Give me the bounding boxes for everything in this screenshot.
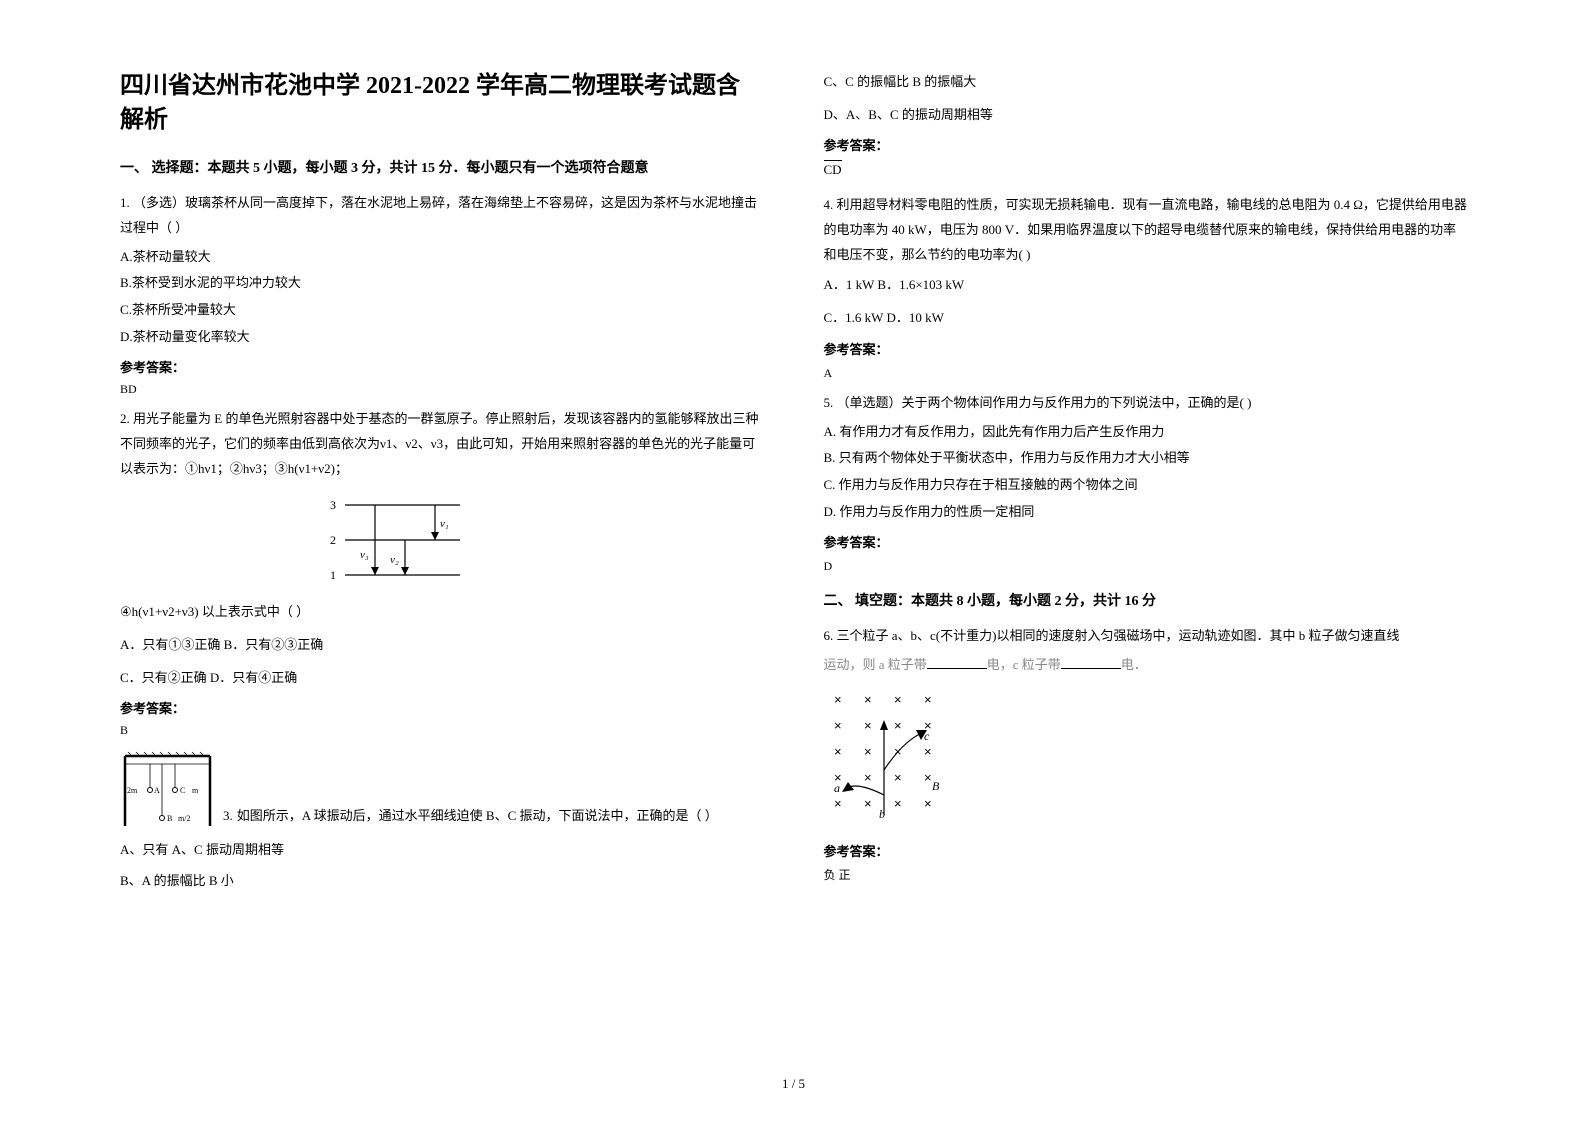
svg-text:×: × <box>894 692 902 707</box>
right-column: C、C 的振幅比 B 的振幅大 D、A、B、C 的振动周期相等 参考答案： CD… <box>824 70 1468 896</box>
q6-answer-label: 参考答案： <box>824 841 1468 860</box>
q2-option-cd: C．只有②正确 D．只有④正确 <box>120 666 764 691</box>
q6-t2-mid: 电，c 粒子带 <box>987 657 1061 672</box>
q4-option-ab: A．1 kW B．1.6×103 kW <box>824 273 1468 298</box>
q4-option-cd: C．1.6 kW D．10 kW <box>824 306 1468 331</box>
q5-answer-label: 参考答案： <box>824 532 1468 551</box>
q1-text: 1. （多选）玻璃茶杯从同一高度掉下，落在水泥地上易碎，落在海绵垫上不容易碎，这… <box>120 191 764 240</box>
level-1-label: 1 <box>330 568 336 582</box>
blank-1 <box>927 655 987 669</box>
c-particle-label: c <box>924 729 930 743</box>
section2-header: 二、 填空题：本题共 8 小题，每小题 2 分，共计 16 分 <box>824 590 1468 610</box>
level-2-label: 2 <box>330 533 336 547</box>
b-particle-label: b <box>879 807 885 820</box>
q5-text: 5. （单选题）关于两个物体间作用力与反作用力的下列说法中，正确的是( ) <box>824 391 1468 416</box>
question-1: 1. （多选）玻璃茶杯从同一高度掉下，落在水泥地上易碎，落在海绵垫上不容易碎，这… <box>120 191 764 397</box>
q2-answer: B <box>120 723 764 738</box>
mass-2m-label: 2m <box>127 786 138 795</box>
svg-text:×: × <box>864 692 872 707</box>
svg-text:×: × <box>894 718 902 733</box>
svg-text:×: × <box>834 692 842 707</box>
svg-text:×: × <box>924 692 932 707</box>
q1-answer: BD <box>120 382 764 397</box>
c-label: C <box>180 786 185 795</box>
svg-text:×: × <box>834 718 842 733</box>
q3-option-d: D、A、B、C 的振动周期相等 <box>824 103 1468 128</box>
q6-t2-suffix: 电． <box>1121 657 1147 672</box>
blank-2 <box>1061 655 1121 669</box>
svg-text:×: × <box>864 770 872 785</box>
q3-prefix: 3. <box>223 804 233 829</box>
nu1-label: ν₁ <box>440 518 449 530</box>
q5-option-a: A. 有作用力才有反作用力，因此先有作用力后产生反作用力 <box>824 420 1468 445</box>
svg-text:×: × <box>894 770 902 785</box>
mass-m-label: m <box>192 786 199 795</box>
svg-text:×: × <box>924 796 932 811</box>
svg-text:×: × <box>864 718 872 733</box>
left-column: 四川省达州市花池中学 2021-2022 学年高二物理联考试题含解析 一、 选择… <box>120 70 764 896</box>
q3-option-b: B、A 的振幅比 B 小 <box>120 869 764 894</box>
energy-level-diagram: 3 2 1 ν₁ ν₃ ν₂ <box>320 495 470 585</box>
svg-text:×: × <box>894 796 902 811</box>
section1-header: 一、 选择题：本题共 5 小题，每小题 3 分，共计 15 分．每小题只有一个选… <box>120 157 764 177</box>
q6-text2: 运动，则 a 粒子带 电，c 粒子带 电． <box>824 653 1468 678</box>
svg-text:×: × <box>864 744 872 759</box>
q1-option-b: B.茶杯受到水泥的平均冲力较大 <box>120 271 764 296</box>
question-2: 2. 用光子能量为 E 的单色光照射容器中处于基态的一群氢原子。停止照射后，发现… <box>120 407 764 738</box>
q1-answer-label: 参考答案： <box>120 357 764 376</box>
nu3-label: ν₃ <box>360 549 369 561</box>
q5-option-d: D. 作用力与反作用力的性质一定相同 <box>824 500 1468 525</box>
q6-answer: 负 正 <box>824 866 1468 883</box>
q3-option-c: C、C 的振幅比 B 的振幅大 <box>824 70 1468 95</box>
field-b-label: B <box>932 779 940 793</box>
svg-text:×: × <box>924 770 932 785</box>
q3-answer-label: 参考答案： <box>824 135 1468 154</box>
question-3: 2m A C m B m/2 3. 如图所示，A 球振动后，通过水平细线迫使 B… <box>120 748 764 893</box>
q4-text: 4. 利用超导材料零电阻的性质，可实现无损耗输电．现有一直流电路，输电线的总电阻… <box>824 193 1468 267</box>
svg-text:×: × <box>864 796 872 811</box>
q5-option-c: C. 作用力与反作用力只存在于相互接触的两个物体之间 <box>824 473 1468 498</box>
magnetic-field-diagram: ×××× ×××× ×××× ×××× ×××× a b c <box>824 690 964 820</box>
a-label: A <box>154 786 160 795</box>
q2-answer-label: 参考答案： <box>120 698 764 717</box>
svg-text:×: × <box>924 744 932 759</box>
q6-t2-prefix: 运动，则 a 粒子带 <box>824 657 927 672</box>
q3-text: 如图所示，A 球振动后，通过水平细线迫使 B、C 振动，下面说法中，正确的是（ … <box>237 804 764 829</box>
q5-answer: D <box>824 559 1468 574</box>
pendulum-diagram: 2m A C m B m/2 <box>120 748 215 828</box>
page-number: 1 / 5 <box>782 1076 805 1092</box>
a-particle-label: a <box>834 781 840 795</box>
level-3-label: 3 <box>330 498 336 512</box>
q4-answer: A <box>824 366 1468 381</box>
nu2-label: ν₂ <box>390 554 399 566</box>
q2-text: 2. 用光子能量为 E 的单色光照射容器中处于基态的一群氢原子。停止照射后，发现… <box>120 407 764 481</box>
svg-text:×: × <box>834 744 842 759</box>
q2-text2: ④h(ν1+ν2+ν3) 以上表示式中（ ） <box>120 600 764 625</box>
q1-option-a: A.茶杯动量较大 <box>120 245 764 270</box>
q4-answer-label: 参考答案： <box>824 339 1468 358</box>
question-5: 5. （单选题）关于两个物体间作用力与反作用力的下列说法中，正确的是( ) A.… <box>824 391 1468 574</box>
question-6: 6. 三个粒子 a、b、c(不计重力)以相同的速度射入匀强磁场中，运动轨迹如图．… <box>824 624 1468 882</box>
document-title: 四川省达州市花池中学 2021-2022 学年高二物理联考试题含解析 <box>120 70 764 137</box>
q1-option-d: D.茶杯动量变化率较大 <box>120 325 764 350</box>
svg-text:×: × <box>834 796 842 811</box>
q5-option-b: B. 只有两个物体处于平衡状态中，作用力与反作用力才大小相等 <box>824 446 1468 471</box>
b-label: B <box>167 814 172 823</box>
question-4: 4. 利用超导材料零电阻的性质，可实现无损耗输电．现有一直流电路，输电线的总电阻… <box>824 193 1468 380</box>
q6-text1: 6. 三个粒子 a、b、c(不计重力)以相同的速度射入匀强磁场中，运动轨迹如图．… <box>824 624 1468 649</box>
q2-option-ab: A．只有①③正确 B．只有②③正确 <box>120 633 764 658</box>
q1-option-c: C.茶杯所受冲量较大 <box>120 298 764 323</box>
q3-option-a: A、只有 A、C 振动周期相等 <box>120 838 764 863</box>
q3-answer: CD <box>824 160 842 178</box>
mass-mhalf-label: m/2 <box>178 814 190 823</box>
